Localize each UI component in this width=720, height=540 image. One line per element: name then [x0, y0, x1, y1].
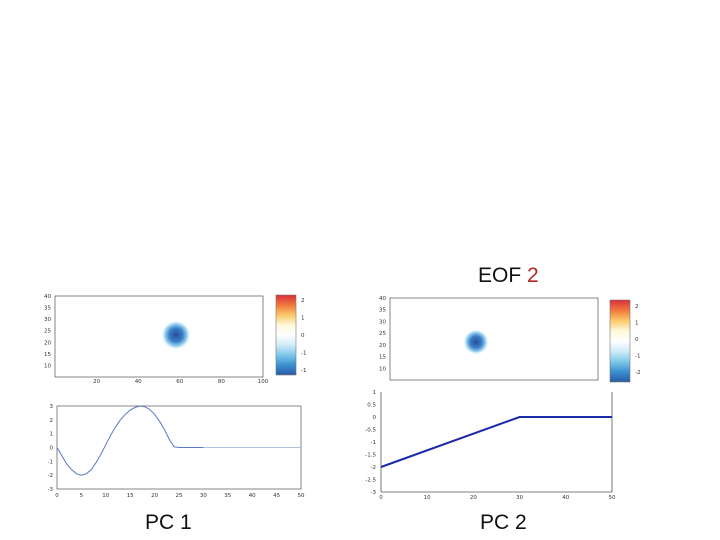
- eof1-y-tick-label: 35: [44, 306, 51, 312]
- eof1-colorbar-tick-label: -1: [301, 351, 306, 357]
- eof1-y-tick-label: 20: [44, 340, 51, 346]
- eof1-y-tick-label: 15: [44, 352, 51, 358]
- pc1-y-tick-label: 2: [50, 418, 54, 424]
- eof1-colorbar-tick-label: -1: [301, 368, 306, 374]
- pc1-x-tick-label: 10: [102, 493, 109, 499]
- eof2-y-tick-label: 35: [379, 308, 386, 314]
- pc1-y-tick-label: 3: [50, 404, 54, 410]
- pc2-y-tick-label: 1: [373, 390, 377, 396]
- eof2-y-tick-label: 10: [379, 366, 386, 372]
- pc2-y-tick-label: -0.5: [365, 428, 376, 434]
- pc1-x-tick-label: 25: [176, 493, 183, 499]
- eof1-y-tick-label: 30: [44, 317, 51, 323]
- eof1-y-tick-label: 25: [44, 329, 51, 335]
- eof2-colorbar-tick-label: 1: [635, 321, 639, 327]
- pc2-y-tick-label: -2: [371, 465, 376, 471]
- pc1-x-tick-label: 20: [151, 493, 158, 499]
- pc1-x-tick-label: 0: [55, 493, 59, 499]
- pc2-x-tick-label: 40: [562, 495, 569, 501]
- eof1-x-tick-label: 60: [176, 379, 183, 385]
- eof2-y-tick-label: 40: [379, 296, 386, 302]
- eof-label-prefix: EOF: [478, 264, 522, 287]
- eof2-colorbar-tick-label: -2: [635, 370, 640, 376]
- eof-label-number: 2: [527, 264, 539, 287]
- pc2-x-tick-label: 30: [516, 495, 523, 501]
- pc2-x-tick-label: 10: [424, 495, 431, 501]
- pc1-x-tick-label: 30: [200, 493, 207, 499]
- pc2-label: PC 2: [480, 511, 527, 534]
- pc1-y-tick-label: -1: [48, 459, 53, 465]
- eof1-x-tick-label: 100: [258, 379, 269, 385]
- pc2-series-line: [380, 416, 612, 468]
- eof1-colorbar: [275, 294, 297, 376]
- pc1-series-line: [56, 405, 204, 476]
- eof2-colorbar-tick-label: -1: [635, 354, 640, 360]
- eof2-y-tick-label: 20: [379, 343, 386, 349]
- eof2-anomaly-blob: [463, 329, 489, 355]
- pc1-label: PC 1: [145, 511, 192, 534]
- eof1-heatmap-frame: [54, 295, 264, 378]
- eof2-colorbar-tick-label: 0: [635, 337, 639, 343]
- eof2-colorbar: [609, 299, 631, 383]
- eof1-colorbar-tick-label: 2: [301, 298, 305, 304]
- pc1-x-tick-label: 35: [224, 493, 231, 499]
- pc2-y-tick-label: -3: [371, 490, 377, 496]
- pc2-y-tick-label: -1.5: [365, 453, 376, 459]
- pc2-y-tick-label: -1: [371, 440, 376, 446]
- pc1-x-tick-label: 50: [298, 493, 305, 499]
- eof1-y-tick-label: 40: [44, 294, 51, 300]
- pc1-y-tick-label: 0: [50, 446, 54, 452]
- pc2-x-tick-label: 50: [609, 495, 616, 501]
- pc1-x-tick-label: 5: [80, 493, 84, 499]
- pc1-x-tick-label: 45: [273, 493, 280, 499]
- eof1-y-tick-label: 10: [44, 363, 51, 369]
- eof2-colorbar-tick-label: 2: [635, 304, 639, 310]
- pc1-y-tick-label: -3: [48, 487, 54, 493]
- pc2-y-tick-label: 0.5: [367, 403, 376, 409]
- pc1-y-tick-label: -2: [48, 473, 53, 479]
- eof1-x-tick-label: 20: [93, 379, 100, 385]
- eof1-colorbar-tick-label: 1: [301, 316, 305, 322]
- eof2-y-tick-label: 30: [379, 319, 386, 325]
- pc2-x-tick-label: 20: [470, 495, 477, 501]
- eof-label: EOF 2: [478, 264, 539, 288]
- pc2-line-panel: 0 10 20 30 40 50 1 0.5 0 -0.5 -1 -1.5 -2 -2.5 -3: [365, 390, 616, 501]
- eof2-heatmap-frame: [389, 297, 599, 381]
- pc1-x-tick-label: 15: [127, 493, 134, 499]
- pc1-x-tick-label: 40: [249, 493, 256, 499]
- eof2-y-tick-label: 25: [379, 331, 386, 337]
- eof1-x-tick-label: 40: [135, 379, 142, 385]
- eof2-y-tick-label: 15: [379, 355, 386, 361]
- pc1-y-tick-label: 1: [50, 432, 54, 438]
- pc2-x-tick-label: 0: [379, 495, 383, 501]
- pc2-y-tick-label: 0: [373, 415, 377, 421]
- eof1-colorbar-tick-label: 0: [301, 333, 305, 339]
- eof1-x-tick-label: 80: [218, 379, 225, 385]
- pc2-y-tick-label: -2.5: [365, 478, 376, 484]
- eof1-anomaly-blob: [161, 320, 191, 350]
